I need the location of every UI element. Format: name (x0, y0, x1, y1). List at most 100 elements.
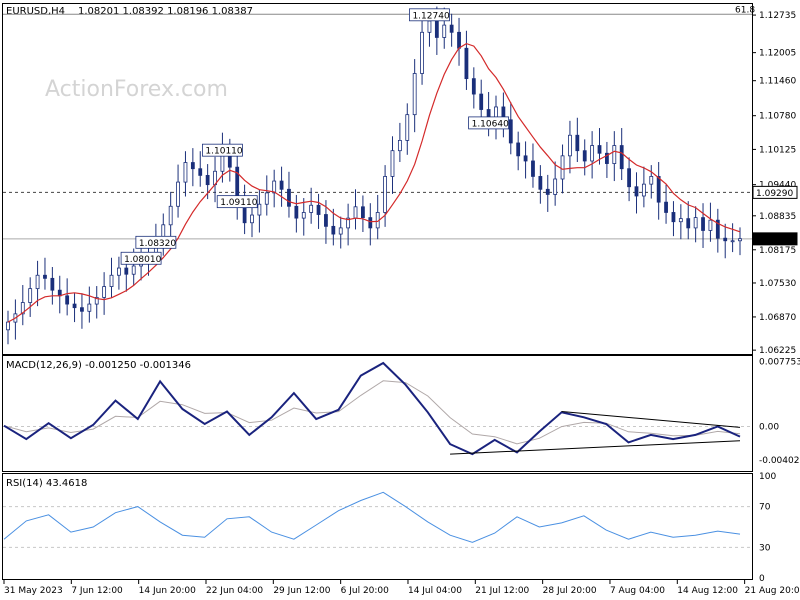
ohlc-header: 1.08201 1.08392 1.08196 1.08387 (78, 6, 253, 17)
price-annotation-label: 1.09110 (220, 198, 257, 208)
candle-body (523, 155, 528, 162)
candle-body (597, 145, 602, 154)
price-annotation-label: 1.08010 (124, 255, 161, 265)
price-tick-label: 1.08175 (759, 246, 796, 256)
candle-body (641, 183, 646, 197)
price-tick-label: 1.11460 (759, 77, 796, 87)
candle-body (250, 214, 254, 224)
price-annotation-box (135, 235, 177, 249)
candle-body (294, 205, 299, 219)
time-axis: 31 May 2023 7 Jun 12:00 14 Jun 20:00 22 Jun… (3, 580, 800, 596)
candle-body (43, 274, 47, 279)
rsi-tick-label: 30 (759, 543, 771, 553)
candle-body (353, 206, 358, 219)
price-annotation-box (468, 116, 510, 130)
price-tick-label: 1.06870 (759, 313, 796, 323)
price-annotation-label: 1.10640 (472, 119, 509, 129)
candle-body (65, 295, 70, 305)
candle-body (28, 288, 33, 303)
candle-body (390, 150, 395, 177)
candle-body (102, 286, 107, 298)
candle-body (442, 24, 447, 38)
price-tick-label: 1.07530 (759, 279, 796, 289)
price-panel-frame (2, 3, 753, 355)
candle-body (634, 186, 639, 197)
candle-body (656, 176, 661, 203)
candle-body (464, 47, 469, 80)
price-annotation-label: 1.08320 (139, 239, 176, 249)
rsi-panel-frame (2, 473, 753, 580)
macd-tick-label: 0.00 (759, 423, 779, 433)
candle-body (568, 134, 572, 157)
candle-body (553, 178, 558, 195)
time-tick-label: 14 Aug 12:00 (677, 586, 738, 596)
price-annotation-box (216, 195, 258, 209)
candle-body (664, 201, 668, 213)
candle-body (168, 205, 173, 226)
price-tick-label: 1.10780 (759, 112, 796, 122)
candle-body (538, 176, 543, 190)
candle-body (20, 302, 25, 315)
candle-body (35, 274, 40, 290)
price-layer: 61.8 1.10110 1.12740 1.08320 1.10640 1.09110 1… (3, 5, 755, 345)
candle-body (738, 238, 742, 242)
macd-trendline-lower (450, 440, 741, 455)
candle-body (198, 168, 203, 176)
candle-body (590, 145, 595, 162)
candle-body (361, 206, 365, 219)
price-annotation-box (120, 251, 162, 265)
candle-body (80, 307, 84, 312)
candle-body (686, 218, 691, 229)
candle-body (531, 160, 535, 177)
candle-body (338, 227, 343, 235)
candle-body (257, 203, 262, 216)
price-axis: 1.12735 1.12005 1.11460 1.10780 1.10125 1.094… (752, 11, 798, 356)
candle-body (693, 217, 698, 229)
candle-body (72, 303, 77, 309)
time-tick-label: 7 Aug 04:00 (610, 586, 665, 596)
candle-body (612, 145, 617, 164)
candle-body (272, 180, 277, 194)
candle-body (309, 204, 314, 213)
candle-body (516, 142, 521, 157)
candle-body (6, 321, 10, 331)
macd-trendline-upper (561, 410, 741, 428)
price-annotation-label: 1.10110 (205, 147, 242, 157)
time-tick-label: 31 May 2023 (4, 586, 63, 596)
current-price-flag-label: 1.08387 (756, 235, 793, 245)
candle-body (434, 20, 439, 38)
candle-body (176, 181, 180, 207)
candle-body (701, 217, 705, 231)
candle-body (264, 192, 269, 205)
rsi-tick-label: 0 (759, 574, 765, 584)
candle-body (678, 218, 683, 223)
candle-body (708, 219, 713, 231)
price-tick-label: 1.12735 (759, 11, 796, 21)
macd-signal-line (3, 380, 741, 445)
candle-body (649, 176, 654, 185)
candle-body (287, 188, 291, 207)
candle-body (124, 267, 129, 275)
time-tick-label: 22 Jun 04:00 (206, 586, 263, 596)
candle-body (723, 237, 728, 242)
macd-layer: 0.007753 0.00 -0.004027 (3, 358, 800, 466)
price-annotation-label: 1.12740 (412, 11, 449, 21)
time-tick-label: 14 Jun 20:00 (139, 586, 196, 596)
rsi-title: RSI(14) 43.4618 (6, 478, 87, 489)
fib-label: 61.8 (735, 5, 755, 15)
candle-body (479, 93, 484, 110)
candle-body (575, 134, 580, 152)
candle-body (457, 31, 461, 49)
candle-body (87, 303, 92, 312)
candle-body (560, 155, 565, 180)
time-tick-label: 14 Jul 04:00 (408, 586, 462, 596)
macd-tick-label: 0.007753 (759, 358, 800, 368)
moving-average-line (7, 42, 741, 323)
candle-body (131, 265, 136, 275)
time-tick-label: 6 Jul 20:00 (341, 586, 390, 596)
candle-body (183, 162, 188, 183)
time-tick-label: 28 Jul 20:00 (543, 586, 597, 596)
candle-body (605, 152, 609, 164)
candle-body (190, 162, 195, 170)
